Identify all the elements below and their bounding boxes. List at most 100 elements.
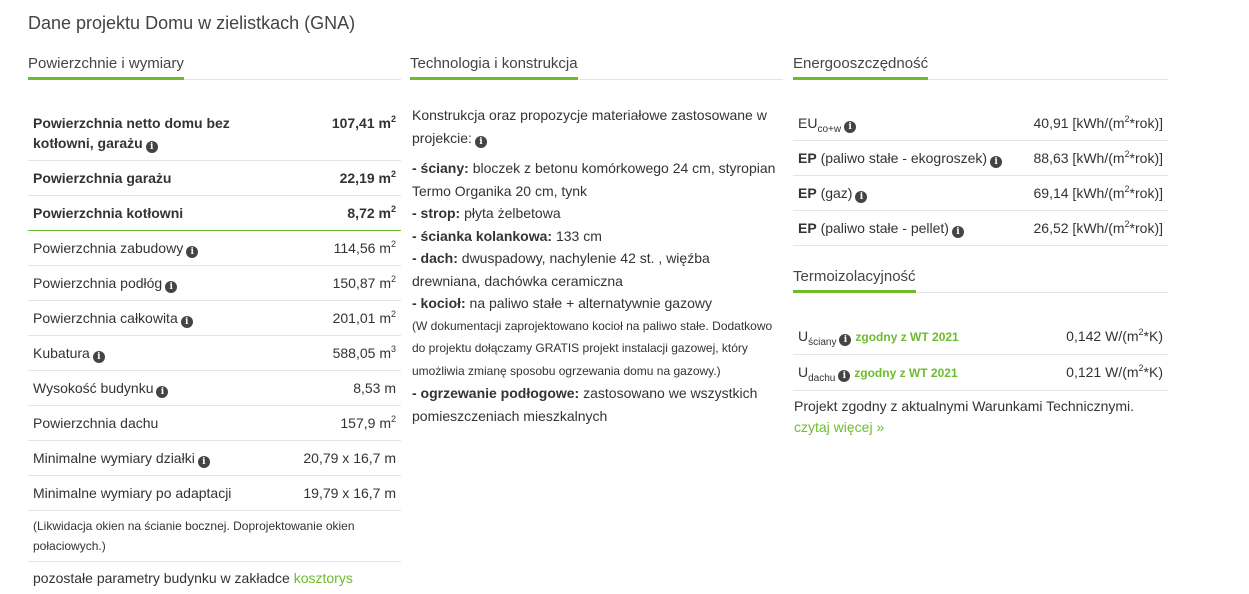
table-row: Powierzchnia podłóg i 150,87 m2 bbox=[28, 265, 401, 301]
info-icon[interactable]: i bbox=[92, 351, 105, 363]
energy-section: Energooszczędność EUco+w i 40,91 [kWh/(m2*… bbox=[793, 55, 1168, 443]
info-icon[interactable]: i bbox=[165, 281, 178, 293]
info-icon[interactable]: i bbox=[844, 121, 857, 133]
row-value: 19,79 x 16,7 m bbox=[298, 475, 401, 511]
row-label: EUco+w i bbox=[793, 106, 1021, 141]
label-text: Powierzchnia kotłowni bbox=[33, 205, 184, 221]
tech-item-text: 133 cm bbox=[552, 227, 602, 244]
label-text: Wysokość budynku bbox=[33, 380, 154, 396]
unit-tail: *rok)] bbox=[1129, 220, 1163, 236]
row-label: Powierzchnia dachu bbox=[28, 405, 299, 441]
row-label: Minimalne wymiary działki i bbox=[28, 440, 299, 476]
unit-exponent: 2 bbox=[390, 239, 396, 249]
indicator-subscript: co+w bbox=[817, 123, 842, 135]
unit-tail: *rok)] bbox=[1129, 115, 1163, 131]
unit-exponent: 2 bbox=[1124, 219, 1130, 229]
unit-tail: *K) bbox=[1143, 364, 1163, 380]
info-icon[interactable]: i bbox=[180, 316, 193, 328]
u-subscript: dachu bbox=[808, 372, 836, 384]
table-row: Powierzchnia kotłowni 8,72 m2 bbox=[28, 195, 401, 231]
info-icon[interactable]: i bbox=[197, 456, 210, 468]
energy-heading: Energooszczędność bbox=[793, 55, 929, 80]
info-icon[interactable]: i bbox=[474, 135, 487, 148]
indicator-name: EP bbox=[798, 150, 817, 166]
tech-intro: Konstrukcja oraz propozycje materiałowe … bbox=[412, 107, 767, 146]
compliance-badge: zgodny z WT 2021 bbox=[854, 366, 958, 380]
row-value: 20,79 x 16,7 m bbox=[298, 440, 401, 476]
row-label: Udachu i zgodny z WT 2021 bbox=[793, 354, 1024, 391]
fuel-label: (gaz) bbox=[816, 185, 853, 201]
unit-exponent: 2 bbox=[1124, 149, 1130, 159]
read-more-link[interactable]: czytaj więcej » bbox=[794, 419, 885, 435]
value-text: 157,9 m bbox=[340, 415, 391, 431]
value-text: 0,142 W/(m bbox=[1066, 328, 1139, 344]
table-row: Minimalne wymiary po adaptacji 19,79 x 16… bbox=[28, 475, 401, 511]
kosztorys-link[interactable]: kosztorys bbox=[293, 570, 353, 586]
value-text: 150,87 m bbox=[332, 275, 391, 291]
u-symbol: U bbox=[798, 364, 809, 380]
tech-item: - strop: płyta żelbetowa bbox=[412, 202, 781, 225]
row-value: 201,01 m2 bbox=[298, 300, 401, 336]
row-label: EP (paliwo stałe - pellet) i bbox=[793, 210, 1021, 246]
tech-item-text: zastosowano we wszystkich pomieszczeniac… bbox=[412, 385, 758, 424]
info-icon[interactable]: i bbox=[838, 370, 851, 382]
row-value: 0,121 W/(m2*K) bbox=[1023, 354, 1168, 391]
info-icon[interactable]: i bbox=[145, 141, 158, 153]
info-icon[interactable]: i bbox=[186, 246, 199, 258]
info-icon[interactable]: i bbox=[839, 334, 852, 346]
row-value: 107,41 m2 bbox=[298, 106, 401, 161]
row-label: Powierzchnia całkowita i bbox=[28, 300, 299, 336]
info-icon[interactable]: i bbox=[855, 191, 868, 203]
row-label: Wysokość budynku i bbox=[28, 370, 299, 406]
energy-row: EP (gaz) i 69,14 [kWh/(m2*rok)] bbox=[793, 175, 1168, 211]
row-label: EP (gaz) i bbox=[793, 175, 1021, 211]
tech-item-label: - kocioł: bbox=[412, 295, 466, 311]
tech-item-label: - strop: bbox=[412, 205, 461, 221]
boiler-note: (W dokumentacji zaprojektowano kocioł na… bbox=[412, 318, 773, 378]
unit-exponent: 2 bbox=[1124, 184, 1130, 194]
table-row: Powierzchnia całkowita i 201,01 m2 bbox=[28, 300, 401, 336]
dimensions-heading: Powierzchnie i wymiary bbox=[28, 55, 184, 80]
unit-exponent: 2 bbox=[390, 204, 396, 214]
tech-item-text: dwuspadowy, nachylenie 42 st. , więźba d… bbox=[412, 250, 710, 289]
other-params-text: pozostałe parametry budynku w zakładce k… bbox=[28, 562, 401, 594]
row-label: Kubatura i bbox=[28, 335, 299, 371]
table-row: Powierzchnia garażu 22,19 m2 bbox=[28, 160, 401, 196]
dimensions-section: Powierzchnie i wymiary Powierzchnia nett… bbox=[28, 55, 401, 594]
tech-item-text: na paliwo stałe + alternatywnie gazowy bbox=[465, 295, 712, 311]
unit-exponent: 2 bbox=[390, 274, 396, 284]
row-value: 157,9 m2 bbox=[298, 405, 401, 441]
tech-item: - ściany: bloczek z betonu komórkowego 2… bbox=[412, 157, 781, 202]
value-text: 8,53 m bbox=[353, 380, 396, 396]
u-symbol: U bbox=[798, 328, 809, 344]
other-params-label: pozostałe parametry budynku w zakładce bbox=[33, 570, 294, 586]
table-row: Powierzchnia dachu 157,9 m2 bbox=[28, 405, 401, 441]
value-text: 588,05 m bbox=[332, 345, 391, 361]
info-icon[interactable]: i bbox=[990, 156, 1003, 168]
row-value: 8,53 m bbox=[298, 370, 401, 406]
thermo-row: Uściany i zgodny z WT 2021 0,142 W/(m2*K) bbox=[793, 319, 1168, 355]
tech-item: - kocioł: na paliwo stałe + alternatywni… bbox=[412, 292, 781, 315]
row-value: 588,05 m3 bbox=[298, 335, 401, 371]
row-label: Powierzchnia garażu bbox=[28, 160, 299, 196]
value-text: 40,91 [kWh/(m bbox=[1033, 115, 1125, 131]
label-text: Powierzchnia całkowita bbox=[33, 310, 178, 326]
tech-item-label: - ogrzewanie podłogowe: bbox=[412, 385, 580, 401]
value-text: 26,52 [kWh/(m bbox=[1033, 220, 1125, 236]
technology-heading: Technologia i konstrukcja bbox=[410, 55, 578, 80]
row-value: 114,56 m2 bbox=[298, 230, 401, 266]
row-value: 26,52 [kWh/(m2*rok)] bbox=[1020, 210, 1168, 246]
info-icon[interactable]: i bbox=[951, 226, 964, 238]
value-text: 22,19 m bbox=[339, 170, 391, 186]
info-icon[interactable]: i bbox=[156, 386, 169, 398]
energy-row: EP (paliwo stałe - ekogroszek) i 88,63 [kW… bbox=[793, 140, 1168, 176]
unit-exponent: 2 bbox=[1138, 363, 1144, 373]
indicator-name: EU bbox=[798, 115, 818, 131]
tech-item-text: bloczek z betonu komórkowego 24 cm, styr… bbox=[412, 160, 776, 199]
wt-compliance-text: Projekt zgodny z aktualnymi Warunkami Te… bbox=[794, 398, 1135, 414]
label-text: Powierzchnia dachu bbox=[33, 415, 159, 431]
unit-exponent: 3 bbox=[390, 344, 396, 354]
row-value: 22,19 m2 bbox=[298, 160, 401, 196]
label-text: Powierzchnia podłóg bbox=[33, 275, 163, 291]
tech-item: - ogrzewanie podłogowe: zastosowano we w… bbox=[412, 382, 781, 427]
